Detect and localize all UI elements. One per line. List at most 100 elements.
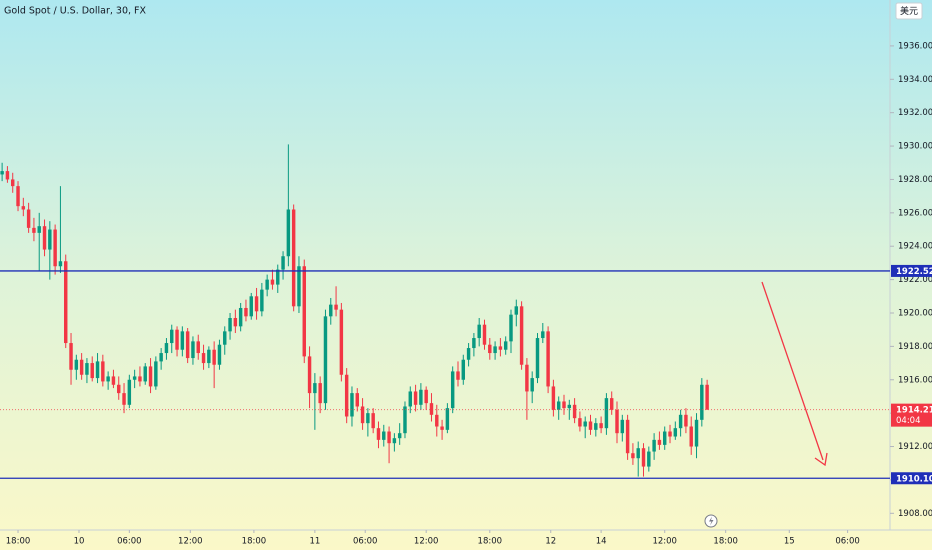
candle-body bbox=[32, 227, 36, 233]
candle-body bbox=[578, 418, 582, 427]
candle-body bbox=[69, 343, 73, 370]
candle-body bbox=[122, 393, 126, 405]
x-tick-label: 12 bbox=[545, 537, 556, 547]
candle-body bbox=[58, 261, 63, 267]
candle-body bbox=[217, 344, 222, 365]
candle-body bbox=[5, 171, 10, 180]
candle-body bbox=[477, 324, 481, 339]
candle-body bbox=[329, 304, 333, 317]
candle-body bbox=[535, 338, 540, 379]
y-tick-label: 1908.00 bbox=[898, 509, 932, 519]
x-tick-label: 18:00 bbox=[713, 537, 738, 547]
candle-body bbox=[79, 359, 84, 375]
candle-body bbox=[291, 209, 296, 307]
x-tick-label: 18:00 bbox=[478, 537, 503, 547]
candle-body bbox=[180, 331, 185, 350]
candle-body bbox=[572, 404, 577, 419]
candle-body bbox=[694, 419, 699, 447]
candle-body bbox=[551, 386, 556, 410]
candle-body bbox=[466, 348, 471, 360]
candle-body bbox=[525, 364, 529, 392]
candle-body bbox=[631, 453, 635, 459]
candle-body bbox=[260, 289, 264, 312]
candle-body bbox=[641, 448, 646, 467]
candle-body bbox=[392, 438, 397, 444]
candle-body bbox=[652, 439, 656, 452]
candle-body bbox=[302, 266, 306, 357]
candle-body bbox=[498, 346, 503, 350]
y-tick-label: 1920.00 bbox=[898, 308, 932, 318]
candle-body bbox=[604, 398, 609, 429]
candle-body bbox=[101, 361, 105, 382]
candle-body bbox=[339, 309, 344, 375]
candle-body bbox=[620, 419, 625, 434]
candle-body bbox=[223, 331, 227, 345]
y-tick-label: 1928.00 bbox=[898, 175, 932, 185]
candle-body bbox=[397, 433, 402, 439]
candle-body bbox=[185, 331, 190, 359]
candle-body bbox=[609, 398, 614, 410]
level-label: 1910.10 bbox=[896, 474, 932, 484]
candle-body bbox=[657, 439, 662, 445]
x-tick-label: 14 bbox=[596, 537, 607, 547]
candle-body bbox=[238, 307, 243, 327]
y-tick-label: 1922.00 bbox=[898, 275, 932, 285]
x-tick-label: 06:00 bbox=[117, 537, 142, 547]
candle-body bbox=[143, 366, 147, 382]
candle-body bbox=[360, 406, 365, 424]
candle-body bbox=[509, 314, 513, 342]
candle-body bbox=[556, 401, 561, 410]
candle-body bbox=[594, 423, 598, 430]
candle-body bbox=[503, 341, 508, 350]
y-tick-label: 1932.00 bbox=[898, 108, 932, 118]
candle-body bbox=[625, 419, 630, 454]
level-label: 1922.52 bbox=[896, 267, 932, 277]
candle-body bbox=[387, 431, 391, 444]
candle-body bbox=[48, 229, 52, 250]
countdown-label: 04:04 bbox=[896, 416, 921, 426]
candle-body bbox=[276, 269, 280, 285]
candle-body bbox=[636, 448, 640, 459]
event-icon-bolt[interactable] bbox=[709, 516, 714, 526]
candle-body bbox=[106, 376, 110, 382]
candle-body bbox=[493, 346, 497, 354]
y-tick-label: 1926.00 bbox=[898, 208, 932, 218]
candle-body bbox=[435, 414, 439, 427]
candle-body bbox=[482, 324, 487, 345]
candle-body bbox=[376, 428, 381, 440]
candle-body bbox=[668, 431, 672, 437]
candle-body bbox=[175, 329, 179, 350]
candle-body bbox=[154, 361, 158, 387]
candle-body bbox=[74, 359, 79, 370]
currency-box[interactable] bbox=[895, 2, 923, 20]
candle-body bbox=[286, 209, 291, 257]
candle-body bbox=[132, 376, 137, 380]
x-tick-label: 06:00 bbox=[353, 537, 378, 547]
candle-body bbox=[53, 229, 57, 267]
currency-label[interactable]: 美元 bbox=[900, 5, 918, 17]
candle-body bbox=[127, 379, 132, 405]
candle-body bbox=[64, 261, 68, 344]
candle-body bbox=[413, 391, 418, 405]
candle-body bbox=[456, 371, 460, 380]
candle-body bbox=[313, 383, 317, 394]
candle-body bbox=[270, 279, 275, 285]
level-label-box bbox=[891, 472, 932, 485]
candle-body bbox=[233, 318, 238, 327]
candle-body bbox=[567, 404, 572, 409]
candle-body bbox=[138, 376, 142, 382]
chart-title: Gold Spot / U.S. Dollar, 30, FX bbox=[4, 6, 147, 17]
candle-body bbox=[85, 363, 89, 375]
candle-body bbox=[90, 363, 94, 379]
candle-body bbox=[249, 296, 253, 317]
candle-body bbox=[111, 376, 116, 385]
arrow-shaft bbox=[761, 281, 824, 461]
candle-body bbox=[700, 384, 704, 420]
candle-body bbox=[0, 171, 4, 175]
candle-body bbox=[164, 343, 169, 354]
candle-body bbox=[530, 378, 534, 392]
x-tick-label: 12:00 bbox=[652, 537, 677, 547]
plot: 1908.001910.001912.001914.001916.001918.… bbox=[0, 41, 932, 547]
candle-body bbox=[21, 206, 26, 210]
